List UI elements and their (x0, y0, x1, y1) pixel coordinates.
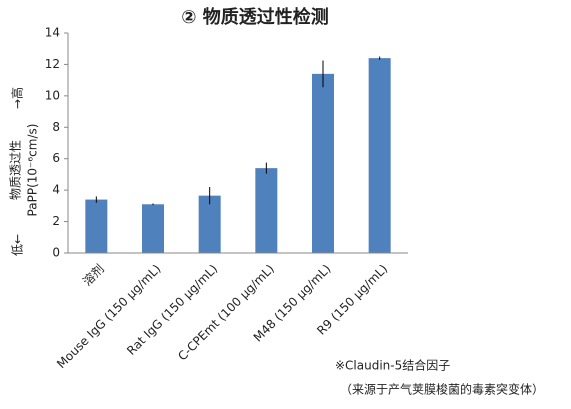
x-tick-label: C-CPEmt (100 μg/mL) (175, 262, 277, 364)
y-tick-label: 14 (45, 26, 60, 40)
bar (368, 58, 391, 254)
y-tick-label: 6 (52, 151, 60, 165)
bar (255, 168, 278, 253)
bar (312, 73, 334, 253)
x-tick-label: Mouse IgG (150 μg/mL) (54, 262, 163, 371)
note: （来源于产气荚膜梭菌的毒素突变体） (340, 382, 544, 397)
bar (198, 195, 221, 253)
y-label-unit: PaPP(10⁻⁶cm/s) (26, 124, 40, 217)
y-tick-label: 0 (52, 246, 60, 260)
bar (142, 204, 164, 253)
y-label-low: 低← (11, 234, 25, 256)
y-tick-label: 8 (52, 120, 60, 134)
y-tick-label: 4 (52, 183, 60, 197)
y-tick-label: 10 (45, 88, 60, 102)
x-tick-label: 溶剂 (79, 261, 107, 289)
y-tick-label: 2 (52, 214, 60, 228)
y-label-main: 物质透过性 (9, 140, 23, 200)
y-tick-label: 12 (45, 57, 60, 71)
y-label-high: →高 (10, 87, 25, 109)
bar (85, 199, 108, 253)
chart-title: ② 物质透过性检测 (181, 6, 329, 28)
note: ※Claudin-5结合因子 (335, 358, 450, 373)
